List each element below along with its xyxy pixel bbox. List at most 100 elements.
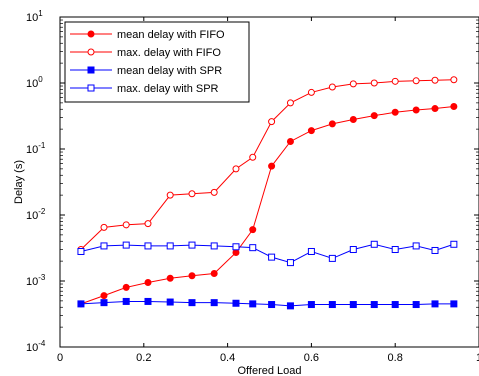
y-tick-label: 100: [26, 75, 43, 90]
data-point: [100, 223, 108, 231]
data-point: [166, 242, 174, 250]
data-point: [188, 241, 196, 249]
data-point: [268, 118, 276, 126]
x-tick-label: 1: [476, 352, 479, 364]
x-tick-label: 0.6: [304, 352, 319, 364]
data-point: [122, 283, 130, 291]
data-point: [122, 297, 130, 305]
plot-frame: [59, 16, 479, 348]
series-max-delay-with-spr: [77, 240, 458, 267]
data-point: [307, 247, 315, 255]
series-mean-delay-with-spr: [77, 297, 458, 310]
data-point: [431, 105, 439, 113]
data-point: [370, 79, 378, 87]
data-point: [370, 240, 378, 248]
data-point: [77, 247, 85, 255]
data-point: [166, 274, 174, 282]
legend-label: mean delay with FIFO: [117, 29, 225, 41]
x-tick-label: 0: [57, 352, 63, 364]
data-point: [100, 299, 108, 307]
data-point: [188, 299, 196, 307]
data-point: [391, 246, 399, 254]
data-point: [144, 297, 152, 305]
legend-entry: mean delay with SPR: [70, 65, 222, 77]
legend-marker: [87, 66, 95, 74]
data-point: [232, 249, 240, 257]
legend-entry: max. delay with FIFO: [70, 47, 221, 59]
data-point: [268, 253, 276, 261]
data-point: [370, 301, 378, 309]
data-point: [412, 301, 420, 309]
data-point: [188, 190, 196, 198]
series-layer: [77, 76, 458, 310]
data-point: [166, 298, 174, 306]
x-tick-label: 0.4: [220, 352, 235, 364]
data-point: [286, 302, 294, 310]
series-mean-delay-with-fifo: [77, 103, 458, 308]
data-point: [268, 162, 276, 170]
data-point: [412, 242, 420, 250]
data-point: [122, 241, 130, 249]
data-point: [122, 221, 130, 229]
data-point: [286, 99, 294, 107]
data-point: [249, 244, 257, 252]
data-point: [412, 77, 420, 85]
data-point: [349, 301, 357, 309]
data-point: [249, 300, 257, 308]
data-point: [210, 188, 218, 196]
data-point: [391, 108, 399, 116]
data-point: [232, 299, 240, 307]
legend-label: mean delay with SPR: [117, 65, 222, 77]
data-point: [349, 80, 357, 88]
y-tick-label: 101: [26, 9, 43, 24]
legend-box: [64, 21, 250, 103]
data-point: [268, 301, 276, 309]
data-point: [232, 165, 240, 173]
data-point: [307, 301, 315, 309]
x-axis-label: Offered Load: [237, 365, 301, 376]
legend-label: max. delay with FIFO: [117, 47, 221, 59]
legend-entry: max. delay with SPR: [70, 83, 219, 95]
data-point: [450, 76, 458, 84]
data-point: [450, 300, 458, 308]
data-point: [391, 301, 399, 309]
x-tick-label: 0.2: [136, 352, 151, 364]
y-tick-label: 10-2: [26, 207, 46, 222]
data-point: [210, 269, 218, 277]
data-point: [328, 83, 336, 91]
y-axis-label: Delay (s): [13, 160, 25, 204]
data-point: [286, 137, 294, 145]
data-point: [431, 76, 439, 84]
data-point: [210, 299, 218, 307]
legend-marker: [87, 48, 95, 56]
data-point: [349, 246, 357, 254]
data-point: [249, 226, 257, 234]
legend-marker: [87, 30, 95, 38]
data-point: [370, 112, 378, 120]
data-point: [307, 127, 315, 135]
data-point: [188, 272, 196, 280]
data-point: [328, 254, 336, 262]
data-point: [412, 106, 420, 114]
data-point: [286, 259, 294, 267]
data-point: [391, 77, 399, 85]
legend-label: max. delay with SPR: [117, 83, 219, 95]
data-point: [249, 153, 257, 161]
data-point: [431, 300, 439, 308]
data-point: [77, 300, 85, 308]
data-point: [307, 88, 315, 96]
tick-labels: 0 0.2 0.4 0.6 0.8 1 10-4 10-3 10-2 10-1 100 101: [26, 9, 479, 364]
data-point: [166, 191, 174, 199]
data-point: [144, 242, 152, 250]
y-tick-label: 10-3: [26, 273, 46, 288]
data-point: [349, 115, 357, 123]
data-point: [144, 220, 152, 228]
legend: mean delay with FIFO max. delay with FIFO…: [64, 21, 250, 103]
data-point: [328, 301, 336, 309]
data-point: [431, 246, 439, 254]
data-point: [328, 120, 336, 128]
series-max-delay-with-fifo: [77, 76, 458, 254]
data-point: [210, 242, 218, 250]
data-point: [144, 278, 152, 286]
